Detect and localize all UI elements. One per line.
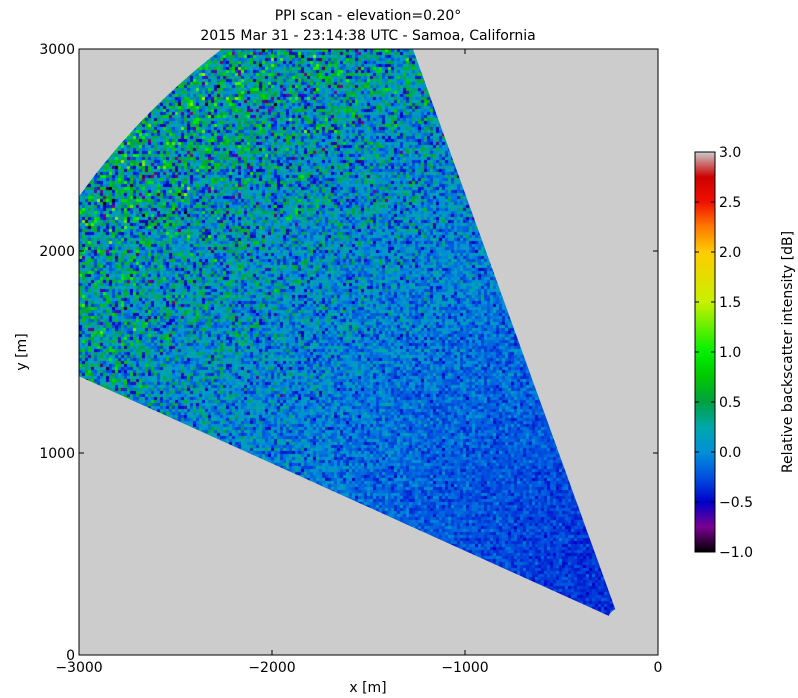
y-tick-label: 0	[66, 648, 75, 664]
x-axis: −3000 −2000 −1000 0	[55, 49, 662, 676]
y-axis: 0 1000 2000 3000	[39, 42, 658, 664]
colorbar-tick-label: 0.0	[719, 445, 741, 461]
chart-title-line2: 2015 Mar 31 - 23:14:38 UTC - Samoa, Cali…	[200, 28, 535, 44]
y-tick-label: 1000	[39, 446, 75, 462]
colorbar-tick-label: 3.0	[719, 145, 741, 161]
x-tick-label: −2000	[248, 660, 295, 676]
colorbar-tick-label: −0.5	[719, 495, 753, 511]
y-tick-label: 2000	[39, 244, 75, 260]
colorbar-ticks: 3.0 2.5 2.0 1.5 1.0 0.5 0.0 −0.5 −1.0	[695, 145, 753, 561]
colorbar-label: Relative backscatter intensity [dB]	[780, 231, 796, 473]
colorbar-tick-label: 1.5	[719, 295, 741, 311]
y-axis-label: y [m]	[14, 333, 30, 370]
colorbar-tick-label: −1.0	[719, 545, 753, 561]
colorbar-tick-label: 1.0	[719, 345, 741, 361]
x-tick-label: 0	[654, 660, 663, 676]
x-tick-label: −3000	[55, 660, 102, 676]
plot-area	[78, 48, 659, 656]
colorbar: 3.0 2.5 2.0 1.5 1.0 0.5 0.0 −0.5 −1.0 Relative b…	[694, 145, 796, 561]
plot-frame	[78, 48, 659, 656]
colorbar-tick-label: 2.5	[719, 195, 741, 211]
chart-title-line1: PPI scan - elevation=0.20°	[275, 8, 462, 24]
y-tick-label: 3000	[39, 42, 75, 58]
colorbar-tick-label: 2.0	[719, 245, 741, 261]
colorbar-tick-label: 0.5	[719, 395, 741, 411]
x-tick-label: −1000	[441, 660, 488, 676]
x-axis-label: x [m]	[349, 680, 386, 696]
